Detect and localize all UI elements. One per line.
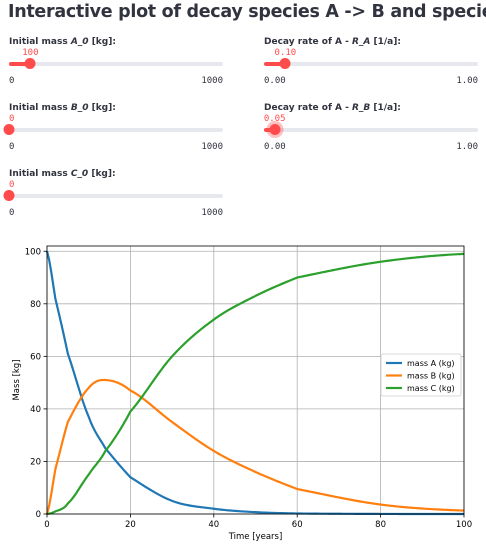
decay-rate-a-value: 0.10 — [274, 48, 297, 58]
initial-mass-c-value: 0 — [9, 180, 15, 190]
label-text: Initial mass — [9, 37, 71, 47]
label-text: Initial mass — [9, 169, 71, 179]
y-tick-label: 60 — [30, 352, 41, 362]
decay-rate-b-value: 0.05 — [263, 114, 286, 124]
decay-rate-a-slider[interactable]: Decay rate of A - R_A [1/a]: 0.10 0.00 1.00 — [264, 37, 478, 107]
x-tick-label: 80 — [375, 520, 386, 530]
decay-rate-a-label: Decay rate of A - R_A [1/a]: — [264, 37, 401, 47]
x-tick-label: 60 — [292, 520, 303, 530]
label-text: Initial mass — [9, 103, 71, 113]
legend-box — [380, 353, 462, 397]
label-unit: [kg]: — [88, 37, 116, 47]
slider-max: 1000 — [201, 142, 223, 152]
slider-max: 1000 — [201, 76, 223, 86]
label-unit: [kg]: — [88, 103, 116, 113]
initial-mass-a-slider[interactable]: Initial mass A_0 [kg]: 100 0 1000 — [9, 37, 223, 107]
slider-min: 0 — [9, 142, 15, 152]
label-symbol: R_A — [351, 37, 371, 47]
page-title: Interactive plot of decay species A -> B… — [8, 2, 486, 22]
label-unit: [1/a]: — [370, 37, 401, 47]
label-unit: [kg]: — [88, 169, 116, 179]
slider-track[interactable] — [264, 62, 478, 66]
slider-min: 0.00 — [264, 142, 286, 152]
slider-track[interactable] — [9, 128, 223, 132]
decay-rate-b-label: Decay rate of A - R_B [1/a]: — [264, 103, 401, 113]
series-line-mass-c — [46, 252, 465, 516]
label-symbol: R_B — [351, 103, 371, 113]
slider-thumb[interactable] — [269, 124, 281, 135]
legend-label: mass A (kg) — [407, 359, 455, 368]
decay-rate-b-slider[interactable]: Decay rate of A - R_B [1/a]: 0.05 0.00 1.00 — [264, 103, 478, 173]
legend-label: mass C (kg) — [407, 384, 455, 393]
initial-mass-c-slider[interactable]: Initial mass C_0 [kg]: 0 0 1000 — [3, 169, 223, 239]
y-tick-label: 0 — [36, 510, 41, 520]
label-symbol: B_0 — [70, 103, 89, 113]
slider-min: 0.00 — [264, 76, 286, 86]
y-tick-label: 40 — [30, 405, 41, 415]
slider-thumb[interactable] — [279, 58, 291, 69]
slider-fill — [264, 62, 286, 66]
decay-chart: 0 20 40 60 80 100 0 20 40 60 80 100 Time [years] Mass… — [12, 245, 472, 542]
x-tick-label: 20 — [125, 520, 136, 530]
initial-mass-a-value: 100 — [22, 48, 39, 58]
label-symbol: C_0 — [70, 169, 89, 179]
initial-mass-b-label: Initial mass B_0 [kg]: — [9, 103, 116, 113]
label-unit: [1/a]: — [370, 103, 401, 113]
slider-track[interactable] — [9, 62, 223, 66]
slider-max: 1000 — [201, 208, 223, 218]
slider-max: 1.00 — [456, 76, 478, 86]
slider-track[interactable] — [264, 128, 478, 132]
slider-min: 0 — [9, 76, 15, 86]
label-text: Decay rate of A - — [264, 37, 352, 47]
slider-fill — [9, 62, 31, 66]
y-tick-label: 80 — [30, 300, 41, 310]
slider-max: 1.00 — [456, 142, 478, 152]
slider-thumb[interactable] — [24, 58, 36, 69]
series-line-mass-b — [45, 378, 465, 515]
initial-mass-b-slider[interactable]: Initial mass B_0 [kg]: 0 0 1000 — [3, 103, 223, 173]
initial-mass-b-value: 0 — [9, 114, 15, 124]
slider-thumb[interactable] — [3, 124, 15, 135]
y-axis-label: Mass [kg] — [12, 359, 22, 400]
y-tick-label: 100 — [25, 247, 41, 257]
slider-thumb[interactable] — [3, 190, 15, 201]
x-axis-label: Time [years] — [228, 532, 283, 542]
x-tick-label: 40 — [208, 520, 219, 530]
legend-label: mass B (kg) — [407, 372, 455, 381]
y-tick-label: 20 — [30, 457, 41, 467]
initial-mass-a-label: Initial mass A_0 [kg]: — [9, 37, 116, 47]
label-symbol: A_0 — [70, 37, 89, 47]
slider-track[interactable] — [9, 194, 223, 198]
label-text: Decay rate of A - — [264, 103, 352, 113]
plot-frame — [46, 245, 465, 515]
initial-mass-c-label: Initial mass C_0 [kg]: — [9, 169, 116, 179]
slider-min: 0 — [9, 208, 15, 218]
x-tick-label: 0 — [44, 520, 49, 530]
x-tick-label: 100 — [456, 520, 472, 530]
